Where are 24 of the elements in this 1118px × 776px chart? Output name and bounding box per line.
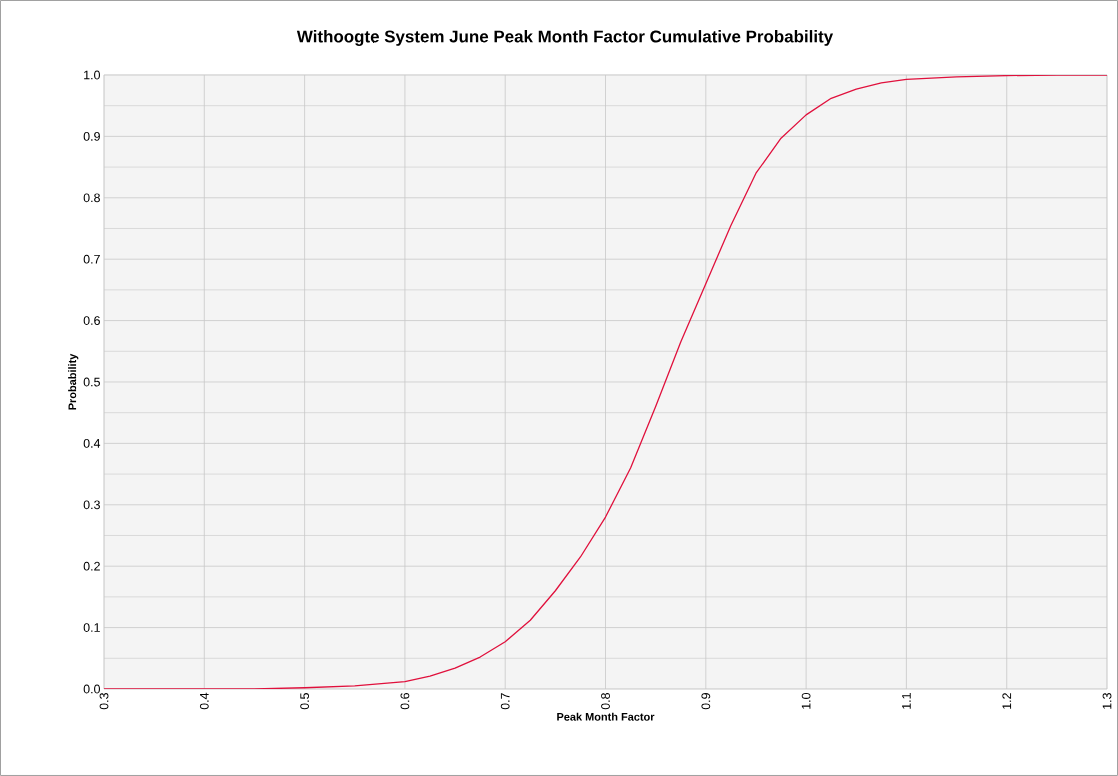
- y-tick-label: 0.3: [83, 500, 100, 510]
- y-tick-label: 0.6: [83, 316, 100, 325]
- y-tick-label: 0.1: [83, 623, 100, 632]
- y-axis-title: Probability: [68, 353, 79, 410]
- x-tick-label: 0.4: [199, 692, 209, 710]
- x-tick-label: 1.3: [1102, 693, 1112, 709]
- x-tick-label: 0.8: [601, 693, 610, 710]
- y-tick-label: 0.9: [83, 131, 100, 141]
- x-tick-label: 0.5: [300, 693, 310, 710]
- x-tick-label: 1.2: [1002, 693, 1012, 709]
- x-axis-title: Peak Month Factor: [557, 712, 655, 721]
- y-tick-label: 0.2: [83, 561, 100, 571]
- x-tick-label: 1.1: [902, 693, 911, 709]
- x-tick-label: 0.9: [701, 693, 711, 710]
- y-tick-label: 0.8: [83, 193, 100, 203]
- y-tick-label: 0.4: [83, 438, 101, 448]
- x-tick-label: 1.0: [801, 692, 811, 709]
- x-tick-label: 0.6: [400, 693, 410, 710]
- y-tick-label: 0.7: [83, 254, 100, 264]
- y-tick-label: 0.0: [83, 684, 100, 694]
- y-tick-label: 1.0: [84, 70, 100, 80]
- x-tick-label: 0.7: [500, 693, 510, 710]
- chart-title: Withoogte System June Peak Month Factor Cumulative Probability: [296, 30, 834, 46]
- y-tick-label: 0.5: [83, 377, 100, 387]
